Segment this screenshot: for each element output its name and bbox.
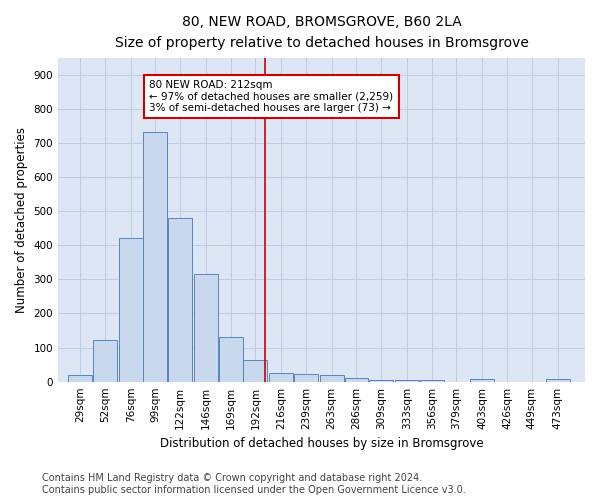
Bar (219, 336, 242, 382)
Bar (194, 274, 218, 382)
Bar (470, 379, 494, 382)
Bar (369, 380, 393, 382)
Bar (294, 374, 318, 382)
Bar (395, 380, 419, 382)
Bar (119, 238, 143, 382)
X-axis label: Distribution of detached houses by size in Bromsgrove: Distribution of detached houses by size … (160, 437, 484, 450)
Bar (143, 132, 167, 382)
Bar (93, 340, 117, 382)
Bar (545, 379, 569, 382)
Text: Contains HM Land Registry data © Crown copyright and database right 2024.
Contai: Contains HM Land Registry data © Crown c… (42, 474, 466, 495)
Bar (168, 218, 192, 382)
Bar (420, 380, 443, 382)
Bar (244, 360, 268, 382)
Bar (68, 375, 92, 382)
Text: 80 NEW ROAD: 212sqm
← 97% of detached houses are smaller (2,259)
3% of semi-deta: 80 NEW ROAD: 212sqm ← 97% of detached ho… (149, 80, 394, 113)
Bar (344, 378, 368, 382)
Title: 80, NEW ROAD, BROMSGROVE, B60 2LA
Size of property relative to detached houses i: 80, NEW ROAD, BROMSGROVE, B60 2LA Size o… (115, 15, 529, 50)
Bar (320, 375, 344, 382)
Y-axis label: Number of detached properties: Number of detached properties (15, 126, 28, 312)
Bar (269, 373, 293, 382)
